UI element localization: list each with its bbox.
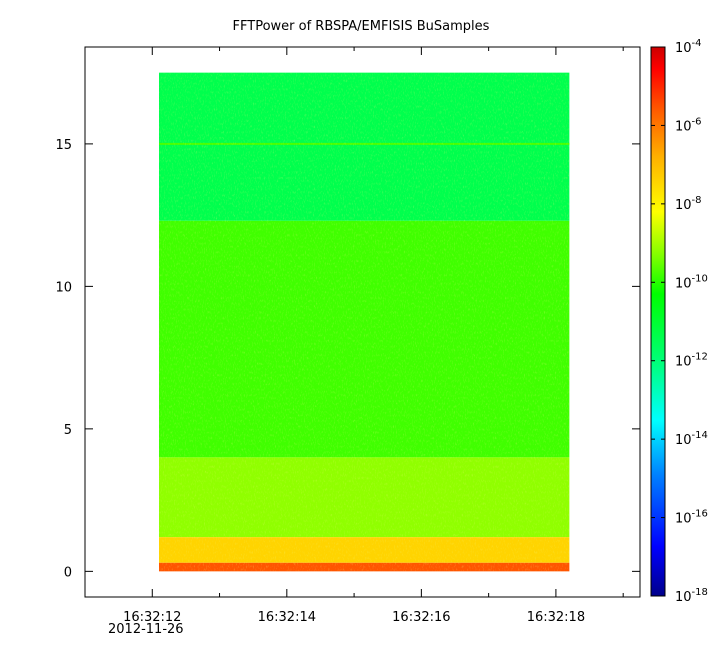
y-tick-label: 0 — [64, 565, 72, 580]
heatmap-layer — [159, 72, 570, 572]
x-tick-label: 16:32:12 — [123, 610, 181, 625]
colorbar-tick-label: 10-6 — [675, 116, 702, 134]
y-tick-label: 15 — [55, 138, 72, 153]
colorbar-ticks: 10-4 10-6 10-8 10-10 10-12 10-14 10-16 10-18 — [651, 38, 708, 605]
chart-title: FFTPower of RBSPA/EMFISIS BuSamples — [233, 19, 490, 34]
colorbar-tick-label: 10-8 — [675, 195, 702, 213]
colorbar-tick-label: 10-10 — [675, 273, 708, 291]
y-tick-label: 5 — [64, 423, 72, 438]
y-tick-label: 10 — [55, 280, 72, 295]
colorbar-tick-label: 10-12 — [675, 352, 708, 370]
x-tick-label: 16:32:16 — [392, 610, 450, 625]
x-tick-label: 16:32:18 — [527, 610, 585, 625]
colorbar — [650, 46, 666, 597]
x-tick-label: 16:32:14 — [258, 610, 316, 625]
spectrogram-texture — [159, 72, 570, 572]
colorbar-tick-label: 10-18 — [675, 587, 708, 605]
x-date-label: 2012-11-26 — [108, 622, 184, 637]
colorbar-tick-label: 10-16 — [675, 509, 708, 527]
colorbar-tick-label: 10-14 — [675, 430, 708, 448]
colorbar-tick-label: 10-4 — [675, 38, 702, 56]
axes-layer: 16:32:12 16:32:14 16:32:16 16:32:18 0 5 10 15 — [55, 47, 640, 625]
